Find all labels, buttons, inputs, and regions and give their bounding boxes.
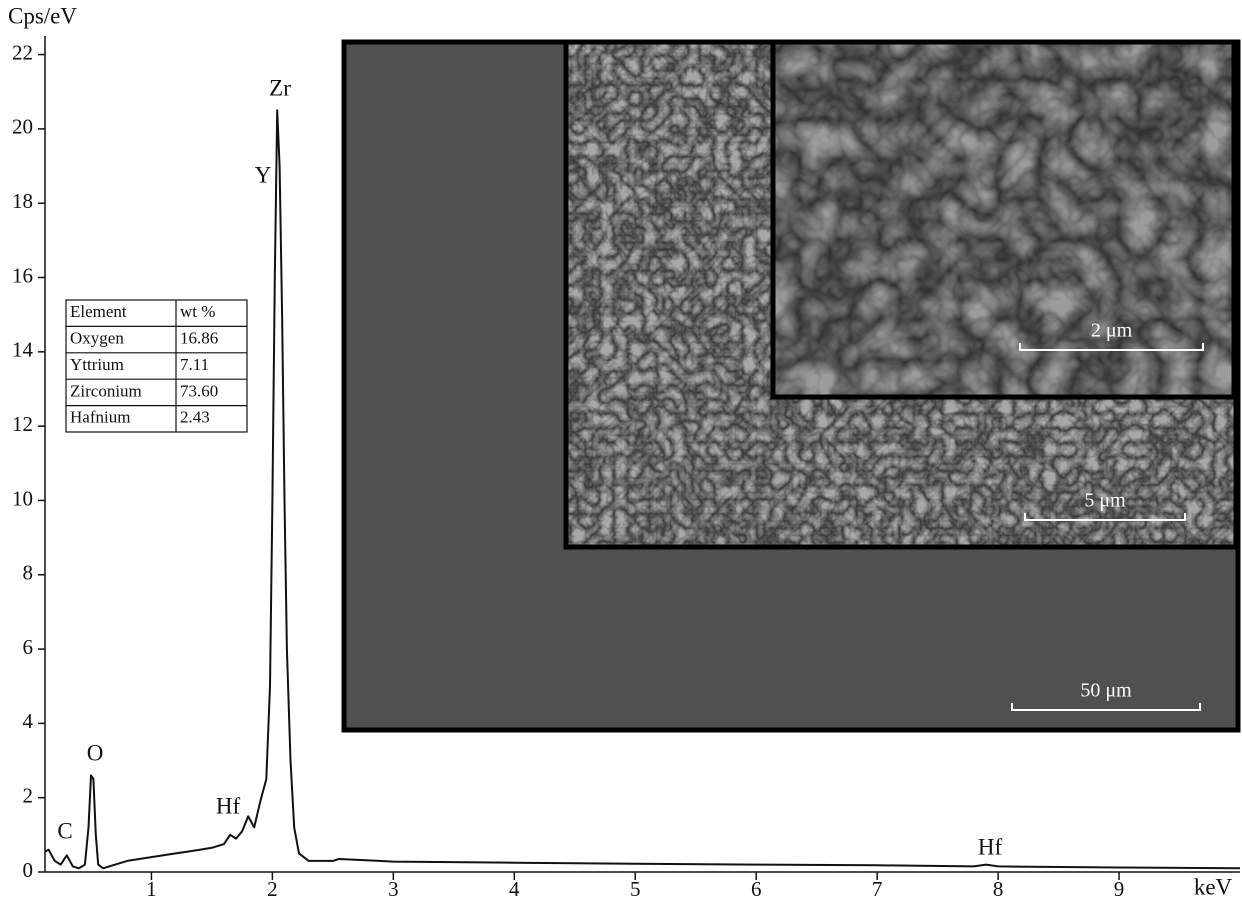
table-cell: 2.43 [180,408,210,427]
table-cell: Yttrium [70,355,124,374]
y-tick-label: 16 [12,263,33,287]
x-tick-label: 5 [630,877,641,901]
y-tick-label: 12 [12,412,33,436]
x-tick-label: 2 [267,877,278,901]
table-cell: Element [70,302,127,321]
image-texture [773,42,1234,397]
x-tick-label: 8 [993,877,1004,901]
peak-label: Hf [978,834,1003,859]
table-cell: Zirconium [70,381,142,400]
table-cell: 16.86 [180,329,218,348]
y-tick-label: 20 [12,115,33,139]
y-axis-label: Cps/eV [8,3,77,28]
table-cell: 7.11 [180,355,209,374]
sem-image-small [770,39,1237,400]
y-tick-label: 4 [23,709,34,733]
y-tick-label: 18 [12,189,33,213]
peak-label: Zr [269,75,291,100]
x-tick-label: 1 [146,877,157,901]
x-tick-label: 6 [751,877,762,901]
scale-bar [1019,343,1204,351]
y-tick-label: 0 [23,858,34,882]
table-cell: Oxygen [70,329,124,348]
scale-bar [1011,703,1201,711]
y-tick-label: 10 [12,486,33,510]
y-tick-label: 2 [23,784,34,808]
scale-bar-label: 2 μm [1091,320,1133,342]
x-tick-label: 9 [1114,877,1125,901]
spectrum-line [44,109,1241,870]
peak-label: Hf [216,793,241,818]
scale-bar [1024,513,1186,521]
y-tick-label: 22 [12,40,33,64]
x-tick-label: 4 [509,877,520,901]
x-tick-label: 7 [872,877,883,901]
x-tick-label: 3 [388,877,399,901]
scale-bar-label: 50 μm [1080,680,1132,702]
scale-bar-label: 5 μm [1084,490,1126,512]
x-axis-label: keV [1194,874,1233,899]
peak-label: C [57,818,72,843]
table-border [65,299,248,433]
table-cell: Hafnium [70,408,130,427]
table-cell: 73.60 [180,381,218,400]
y-tick-label: 14 [12,338,34,362]
table-cell: wt % [180,302,215,321]
peak-label: Y [255,162,272,187]
image-border [770,39,1237,400]
y-tick-label: 6 [23,635,34,659]
peak-label: O [87,740,104,765]
y-tick-label: 8 [23,561,34,585]
